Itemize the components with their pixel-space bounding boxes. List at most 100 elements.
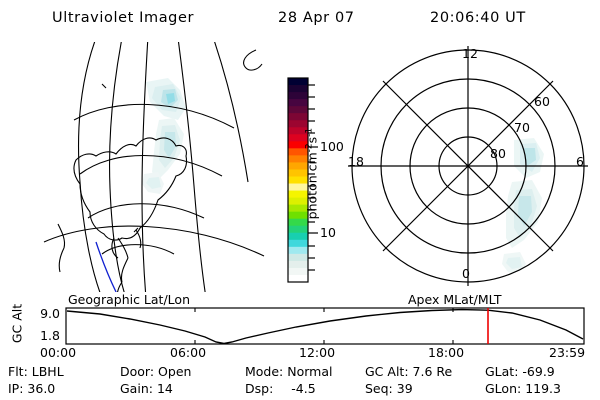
status-glon: GLon: 119.3 <box>485 381 561 396</box>
orbit-xtick-0: 00:00 <box>40 345 77 360</box>
status-seq: Seq: 39 <box>365 381 413 396</box>
colorbar-panel: 100 10 photon cm-2s-1 <box>258 70 344 292</box>
colorbar-band <box>288 99 308 107</box>
colorbar-band <box>288 274 308 283</box>
graticule-meridians <box>78 42 249 292</box>
status-door: Door: Open <box>120 364 191 379</box>
colorbar-band <box>288 106 308 114</box>
colorbar-band <box>288 197 308 206</box>
colorbar-band <box>288 225 308 234</box>
colorbar-band <box>288 85 308 93</box>
colorbar-band <box>288 218 308 227</box>
colorbar-band <box>288 113 308 121</box>
status-seq-label: Seq: <box>365 381 393 396</box>
colorbar-band <box>288 211 308 220</box>
geographic-projection-svg <box>43 42 265 292</box>
status-flt: Flt: LBHL <box>8 364 64 379</box>
cb-title-mid: s <box>304 136 320 144</box>
colorbar-frame <box>287 77 309 283</box>
status-seq-value: 39 <box>396 381 413 396</box>
orbit-xtick-1: 06:00 <box>170 345 207 360</box>
status-door-value: Open <box>158 364 192 379</box>
orbit-xtick-4: 23:59 <box>549 345 586 360</box>
colorbar-band <box>288 92 308 100</box>
dial-label-mlt-12: 12 <box>462 46 478 61</box>
colorbar-axis-title: photon cm-2s-1 <box>304 94 319 254</box>
cb-title-main: photon cm <box>304 152 320 220</box>
colorbar-band <box>288 267 308 276</box>
colorbar-band <box>288 190 308 199</box>
graticule-parallels <box>43 103 265 257</box>
status-gain-label: Gain: <box>120 381 153 396</box>
status-gain: Gain: 14 <box>120 381 173 396</box>
dial-spokes <box>348 46 588 286</box>
status-glat-value: -69.9 <box>522 364 555 379</box>
geographic-polar-plot <box>18 42 268 292</box>
colorbar-band <box>288 141 308 149</box>
right-panel-title: Apex MLat/MLT <box>408 292 502 307</box>
header-bar: Ultraviolet Imager 28 Apr 07 20:06:40 UT <box>0 6 600 30</box>
colorbar-svg <box>287 77 318 283</box>
status-door-label: Door: <box>120 364 155 379</box>
orbit-x-ticks <box>194 308 454 344</box>
orbit-xtick-2: 12:00 <box>299 345 336 360</box>
colorbar-tick-10: 10 <box>320 225 336 240</box>
status-glon-value: 119.3 <box>525 381 561 396</box>
status-gcalt: GC Alt: 7.6 Re <box>365 364 452 379</box>
colorbar-band <box>288 176 308 185</box>
status-dsp-label: Dsp: <box>245 381 274 396</box>
status-dsp-value: -4.5 <box>291 381 316 396</box>
status-gcalt-label: GC Alt: <box>365 364 409 379</box>
dial-label-mlt-0: 0 <box>462 266 470 281</box>
colorbar-tick-100: 100 <box>320 139 344 154</box>
colorbar-band <box>288 162 308 171</box>
status-ip: IP: 36.0 <box>8 381 55 396</box>
ground-track <box>95 241 117 292</box>
colorbar-gradient-bands <box>288 78 308 283</box>
cb-title-exp1: -2 <box>304 143 315 153</box>
colorbar-band <box>288 253 308 262</box>
colorbar-band <box>288 246 308 255</box>
orbit-plot-svg <box>65 307 585 345</box>
orbit-plot-frame <box>65 307 585 345</box>
status-dsp: Dsp: -4.5 <box>245 381 316 396</box>
colorbar-band <box>288 260 308 269</box>
mlt-dial-svg <box>348 46 588 286</box>
dial-label-lat-80: 80 <box>490 146 506 161</box>
colorbar-ticks <box>308 84 318 271</box>
cb-title-exp2: -1 <box>304 127 315 137</box>
colorbar-band <box>288 204 308 213</box>
apex-mlat-mlt-dial: 12 6 0 18 60 70 80 <box>338 42 590 294</box>
colorbar-band <box>288 232 308 241</box>
aurora-emission-right <box>502 138 544 274</box>
colorbar-band <box>288 155 308 164</box>
dial-label-mlt-6: 6 <box>576 154 584 169</box>
instrument-title: Ultraviolet Imager <box>52 10 195 26</box>
status-flt-value: LBHL <box>31 364 64 379</box>
orbit-ytick-bottom: 1.8 <box>40 328 60 343</box>
colorbar-band <box>288 239 308 248</box>
orbit-xtick-3: 18:00 <box>428 345 465 360</box>
status-gcalt-value: 7.6 Re <box>412 364 453 379</box>
aurora-emission-left <box>142 78 186 194</box>
status-glat-label: GLat: <box>485 364 519 379</box>
dial-label-lat-70: 70 <box>514 120 530 135</box>
colorbar-band <box>288 120 308 128</box>
status-mode-label: Mode: <box>245 364 284 379</box>
dial-label-mlt-18: 18 <box>348 154 364 169</box>
orbit-ytick-top: 9.0 <box>40 306 60 321</box>
colorbar-band <box>288 148 308 156</box>
antarctica-coastline <box>57 83 188 292</box>
observation-time: 20:06:40 UT <box>430 10 526 26</box>
colorbar-band <box>288 78 308 86</box>
coastline-fragment <box>243 49 263 71</box>
orbit-altitude-plot: Geographic Lat/Lon Apex MLat/MLT GC Alt … <box>0 292 600 362</box>
status-mode-value: Normal <box>287 364 333 379</box>
orbit-altitude-trace <box>66 308 584 345</box>
colorbar-band <box>288 183 308 192</box>
colorbar-band <box>288 127 308 135</box>
observation-date: 28 Apr 07 <box>278 10 355 26</box>
colorbar-band <box>288 134 308 142</box>
status-mode: Mode: Normal <box>245 364 333 379</box>
